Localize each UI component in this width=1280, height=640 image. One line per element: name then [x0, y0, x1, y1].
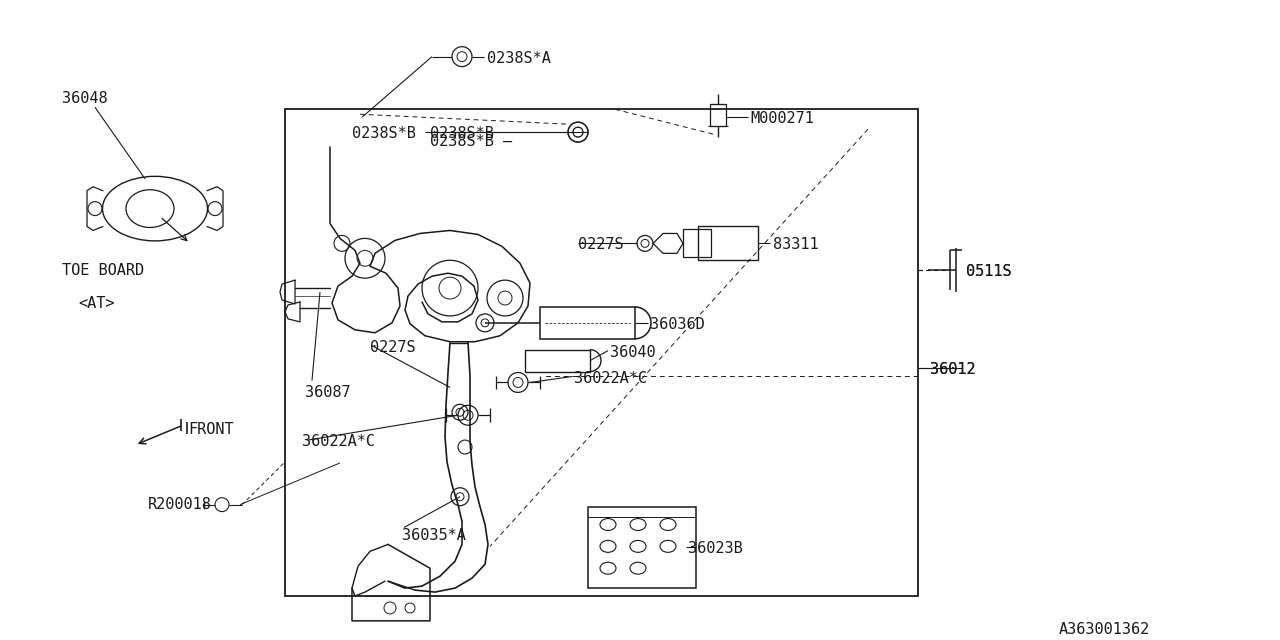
Text: 0238S*B: 0238S*B	[352, 126, 416, 141]
Text: 0227S: 0227S	[579, 237, 623, 252]
Text: 36022A*C: 36022A*C	[302, 434, 375, 449]
Bar	[698, 227, 758, 260]
Text: 36012: 36012	[931, 362, 975, 376]
Text: 36022A*C: 36022A*C	[573, 371, 646, 385]
Text: 36012: 36012	[931, 362, 975, 376]
Text: 0238S*B —: 0238S*B —	[430, 134, 512, 149]
Text: M000271: M000271	[750, 111, 814, 126]
Text: 36048: 36048	[61, 92, 108, 106]
Bar	[588, 507, 696, 588]
Text: 0238S*A: 0238S*A	[486, 51, 550, 66]
Text: FRONT: FRONT	[188, 422, 234, 437]
Text: 0511S: 0511S	[966, 264, 1011, 279]
Bar	[525, 349, 590, 372]
Bar	[540, 307, 635, 339]
Text: 36087: 36087	[305, 385, 351, 401]
Text: 36036D: 36036D	[650, 317, 705, 332]
Text: 36023B: 36023B	[689, 541, 742, 556]
Text: TOE BOARD: TOE BOARD	[61, 263, 145, 278]
Text: 0238S*B: 0238S*B	[430, 126, 494, 141]
Text: A363001362: A363001362	[1059, 622, 1149, 637]
Bar	[684, 230, 710, 257]
Text: 83311: 83311	[773, 237, 819, 252]
Text: R200018: R200018	[148, 497, 212, 512]
Text: 36040: 36040	[611, 345, 655, 360]
Bar	[285, 109, 918, 596]
Text: 0227S: 0227S	[370, 340, 416, 355]
Text: 36035*A: 36035*A	[402, 529, 466, 543]
Text: 0511S: 0511S	[966, 264, 1011, 279]
Text: <AT>: <AT>	[78, 296, 114, 311]
Bar	[710, 104, 726, 126]
